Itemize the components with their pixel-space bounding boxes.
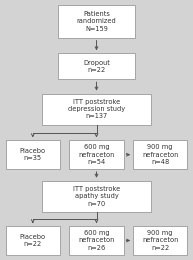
Text: 600 mg
nefraceton
n=54: 600 mg nefraceton n=54 [78,145,115,165]
Text: ITT poststroke
apathy study
n=70: ITT poststroke apathy study n=70 [73,186,120,206]
FancyBboxPatch shape [6,140,60,169]
FancyBboxPatch shape [58,5,135,38]
FancyBboxPatch shape [42,94,151,125]
Text: 600 mg
nefraceton
n=26: 600 mg nefraceton n=26 [78,230,115,251]
Text: ITT poststroke
depression study
n=137: ITT poststroke depression study n=137 [68,99,125,119]
FancyBboxPatch shape [6,226,60,255]
FancyBboxPatch shape [58,53,135,79]
FancyBboxPatch shape [69,226,124,255]
FancyBboxPatch shape [69,140,124,169]
FancyBboxPatch shape [133,140,187,169]
Text: Placebo
n=35: Placebo n=35 [20,148,46,161]
Text: 900 mg
nefraceton
n=22: 900 mg nefraceton n=22 [142,230,178,251]
Text: 900 mg
nefraceton
n=48: 900 mg nefraceton n=48 [142,145,178,165]
FancyBboxPatch shape [133,226,187,255]
Text: Patients
randomized
N=159: Patients randomized N=159 [77,11,116,32]
Text: Placebo
n=22: Placebo n=22 [20,234,46,247]
FancyBboxPatch shape [42,181,151,212]
Text: Dropout
n=22: Dropout n=22 [83,60,110,73]
